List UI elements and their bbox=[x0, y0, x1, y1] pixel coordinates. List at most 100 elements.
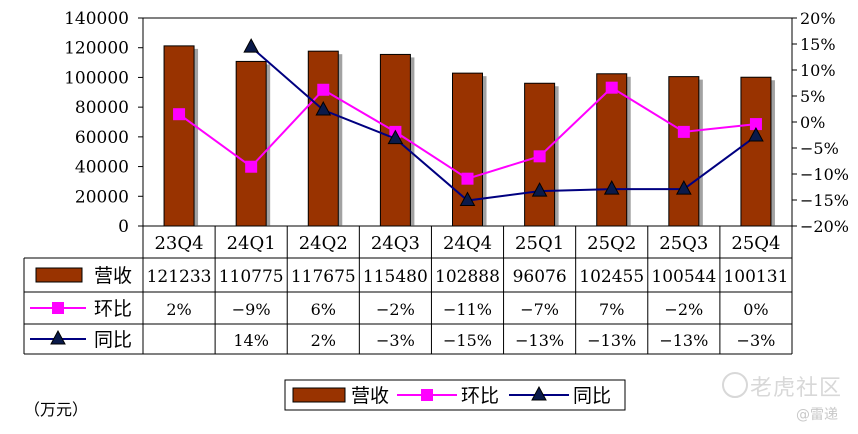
table-cell: 2% bbox=[311, 331, 336, 350]
left-tick-label: 0 bbox=[118, 217, 129, 237]
bar bbox=[596, 73, 628, 227]
left-tick-label: 80000 bbox=[75, 98, 129, 118]
line-point bbox=[459, 191, 476, 207]
bar bbox=[668, 76, 700, 227]
revenue-bars bbox=[163, 45, 775, 227]
table-cell: 100544 bbox=[651, 267, 716, 287]
right-tick-label: 10% bbox=[800, 61, 836, 80]
table-series-name: 营收 bbox=[94, 265, 132, 287]
line-point bbox=[603, 180, 620, 195]
table-cell: −15% bbox=[443, 331, 492, 350]
bar bbox=[524, 82, 556, 227]
right-tick-label: −15% bbox=[800, 191, 849, 210]
table-key-marker bbox=[50, 329, 66, 345]
table-key-marker bbox=[52, 302, 64, 314]
table-cell: −2% bbox=[664, 300, 703, 319]
bar bbox=[307, 50, 339, 227]
line-point bbox=[243, 38, 260, 53]
bar bbox=[379, 53, 411, 227]
line-point bbox=[315, 100, 332, 116]
line-point bbox=[748, 126, 764, 142]
line-point bbox=[605, 81, 618, 94]
data-table: 23Q4 24Q1 24Q2 24Q3 24Q4 25Q1 25Q2 25Q3 25Q4 营收 12… bbox=[23, 226, 793, 355]
table-cell: 121233 bbox=[147, 267, 212, 287]
left-tick-label: 60000 bbox=[75, 128, 129, 148]
left-tick-label: 120000 bbox=[64, 39, 129, 59]
legend-key-marker bbox=[421, 389, 433, 401]
table-cell: −3% bbox=[737, 331, 776, 350]
category-label: 25Q1 bbox=[515, 233, 564, 254]
bar bbox=[163, 45, 195, 227]
line-point bbox=[677, 125, 690, 138]
table-cell: 110775 bbox=[219, 267, 284, 287]
legend: 营收 环比 同比 bbox=[284, 379, 626, 411]
left-tick-label: 40000 bbox=[75, 158, 129, 178]
category-label: 23Q4 bbox=[154, 233, 203, 254]
line-point bbox=[245, 160, 258, 173]
right-tick-label: −20% bbox=[800, 217, 849, 236]
table-cell: −2% bbox=[376, 300, 415, 319]
table-cell: 117675 bbox=[291, 267, 356, 287]
table-key-bar bbox=[35, 267, 83, 283]
line-point bbox=[749, 118, 762, 131]
table-cell: 102888 bbox=[435, 267, 500, 287]
table-series-name: 同比 bbox=[94, 329, 132, 351]
table-cell: 7% bbox=[599, 300, 624, 319]
right-tick-label: −5% bbox=[800, 139, 839, 158]
table-cell: 14% bbox=[233, 331, 269, 350]
line-point bbox=[533, 150, 546, 163]
table-cell: 6% bbox=[311, 300, 336, 319]
right-tick-label: −10% bbox=[800, 165, 849, 184]
legend-label: 环比 bbox=[461, 385, 499, 407]
watermark-text: 老虎社区 bbox=[750, 376, 843, 401]
line-point bbox=[675, 180, 692, 195]
table-cell: 100131 bbox=[723, 267, 788, 287]
left-tick-label: 100000 bbox=[64, 68, 129, 88]
watermark-sub: @雷递 bbox=[796, 407, 838, 423]
table-cell: 102455 bbox=[579, 267, 644, 287]
category-label: 25Q3 bbox=[659, 233, 708, 254]
line-point bbox=[531, 182, 548, 197]
right-tick-label: 20% bbox=[800, 9, 836, 28]
line-point bbox=[317, 83, 330, 96]
unit-label: （万元） bbox=[24, 400, 89, 419]
right-tick-label: 0% bbox=[800, 113, 825, 132]
table-cell: 0% bbox=[743, 300, 768, 319]
right-axis: −20% −15% −10% −5% 0% 5% 10% 15% 20% bbox=[792, 9, 849, 236]
table-cell: −13% bbox=[515, 331, 564, 350]
table-cell: −3% bbox=[376, 331, 415, 350]
table-cell: −13% bbox=[659, 331, 708, 350]
left-tick-label: 140000 bbox=[64, 9, 129, 29]
right-tick-label: 5% bbox=[800, 87, 825, 106]
ratio-lines bbox=[173, 38, 764, 207]
category-label: 25Q2 bbox=[587, 233, 636, 254]
series-line bbox=[250, 46, 757, 202]
table-cell: 2% bbox=[166, 300, 191, 319]
category-label: 24Q4 bbox=[443, 233, 492, 254]
table-cell: −9% bbox=[232, 300, 271, 319]
left-axis: 0 20000 40000 60000 80000 100000 120000 140000 bbox=[64, 9, 143, 237]
category-label: 24Q2 bbox=[299, 233, 348, 254]
left-tick-label: 20000 bbox=[75, 187, 129, 207]
line-point bbox=[173, 108, 186, 121]
legend-key-bar bbox=[292, 387, 346, 403]
table-cell: −11% bbox=[443, 300, 492, 319]
bar bbox=[740, 76, 772, 227]
table-cell: 96076 bbox=[513, 267, 567, 287]
line-point bbox=[461, 172, 474, 185]
table-series-name: 环比 bbox=[94, 298, 132, 320]
category-label: 24Q3 bbox=[371, 233, 420, 254]
legend-key-marker bbox=[531, 385, 547, 401]
legend-label: 营收 bbox=[351, 385, 389, 407]
table-cell: 115480 bbox=[363, 267, 428, 287]
watermark-logo-icon bbox=[722, 372, 748, 398]
table-cell: −7% bbox=[520, 300, 559, 319]
line-point bbox=[387, 129, 404, 145]
table-cell: −13% bbox=[587, 331, 636, 350]
bar bbox=[235, 60, 267, 227]
category-label: 24Q1 bbox=[227, 233, 276, 254]
right-tick-label: 15% bbox=[800, 35, 836, 54]
category-label: 25Q4 bbox=[731, 233, 780, 254]
legend-label: 同比 bbox=[573, 385, 611, 407]
